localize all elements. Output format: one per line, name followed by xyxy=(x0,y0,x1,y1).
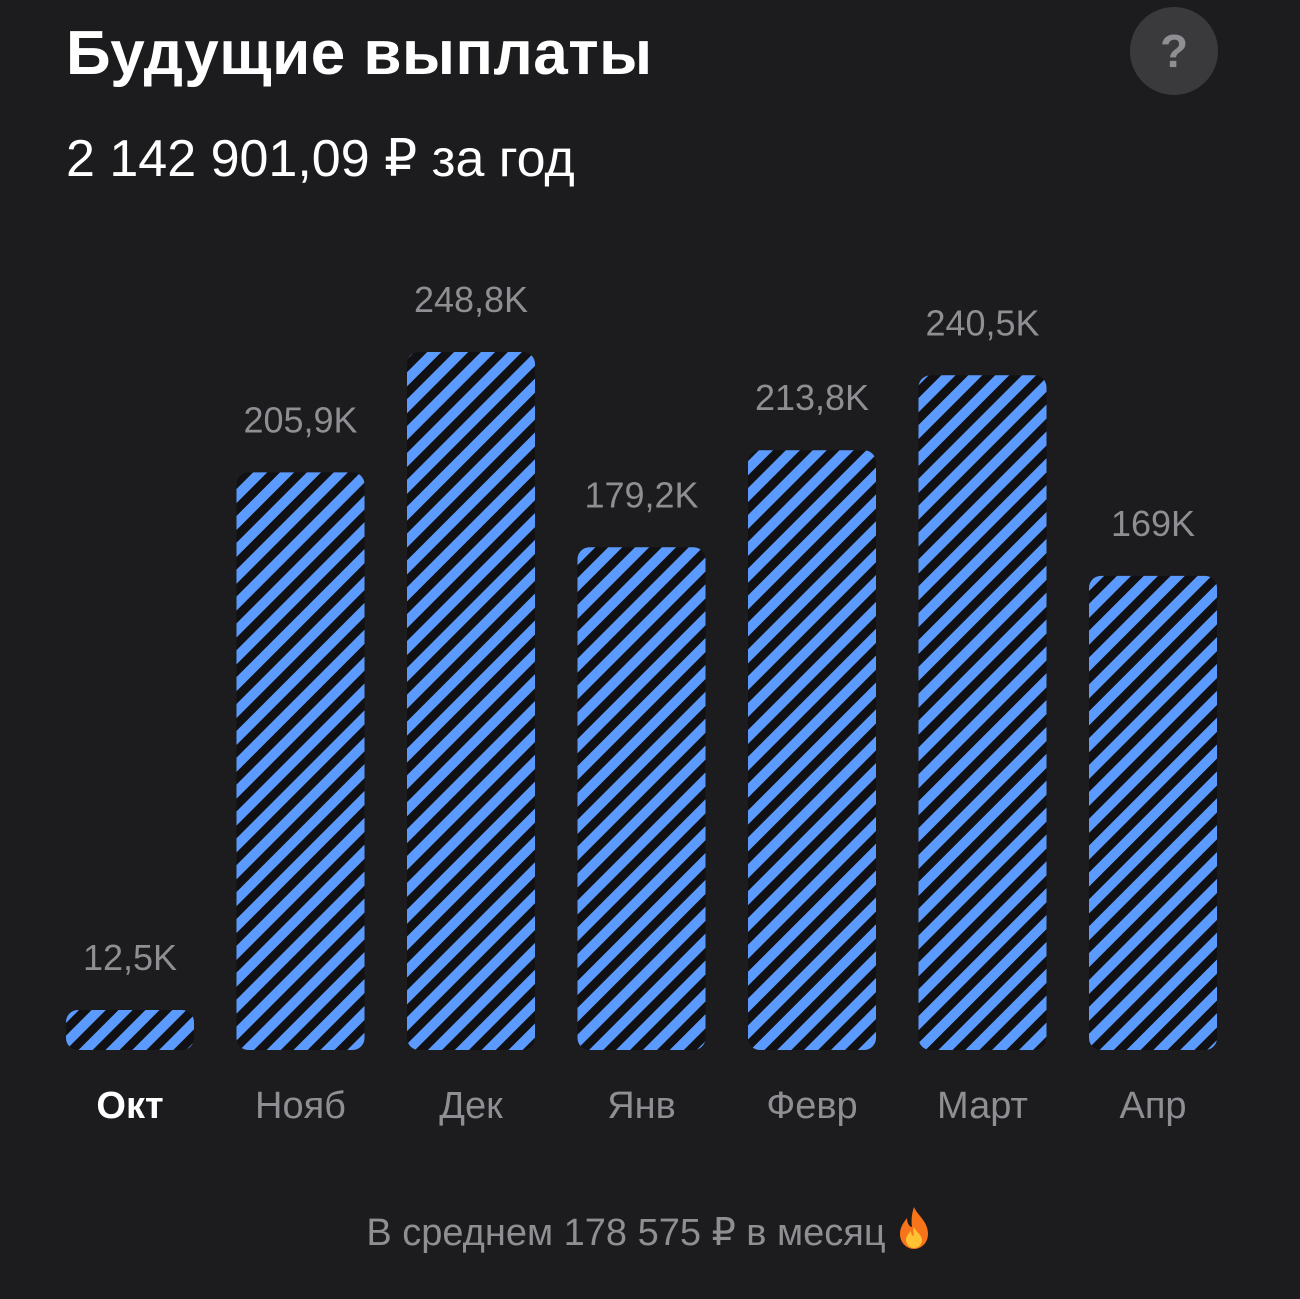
category-label-5[interactable]: Март xyxy=(937,1085,1028,1127)
category-label-3[interactable]: Янв xyxy=(607,1085,676,1127)
value-label-2: 248,8K xyxy=(414,279,528,320)
monthly-average-text: В среднем 178 575 ₽ в месяц xyxy=(366,1212,886,1254)
bar-2[interactable] xyxy=(407,352,535,1050)
category-label-6[interactable]: Апр xyxy=(1119,1085,1186,1127)
bar-1[interactable] xyxy=(236,472,365,1050)
value-label-3: 179,2K xyxy=(584,474,698,515)
help-button[interactable]: ? xyxy=(1130,7,1218,95)
value-label-4: 213,8K xyxy=(755,377,869,418)
category-label-2[interactable]: Дек xyxy=(439,1085,503,1127)
bar-5[interactable] xyxy=(918,375,1047,1050)
category-label-1[interactable]: Нояб xyxy=(255,1085,346,1127)
value-label-6: 169K xyxy=(1111,503,1195,544)
value-label-1: 205,9K xyxy=(243,399,357,440)
bar-3[interactable] xyxy=(577,547,706,1050)
bar-0[interactable] xyxy=(66,1010,194,1050)
flame-icon xyxy=(894,1205,934,1269)
value-label-5: 240,5K xyxy=(925,302,1039,343)
page-title: Будущие выплаты xyxy=(66,19,653,88)
question-mark-icon: ? xyxy=(1159,25,1189,77)
bar-4[interactable] xyxy=(748,450,876,1051)
category-label-4[interactable]: Февр xyxy=(766,1085,857,1127)
value-label-0: 12,5K xyxy=(83,937,177,978)
monthly-average: В среднем 178 575 ₽ в месяц xyxy=(0,1203,1300,1269)
bar-6[interactable] xyxy=(1089,575,1217,1050)
yearly-total: 2 142 901,09 ₽ за год xyxy=(66,130,575,188)
category-label-0[interactable]: Окт xyxy=(96,1085,163,1127)
